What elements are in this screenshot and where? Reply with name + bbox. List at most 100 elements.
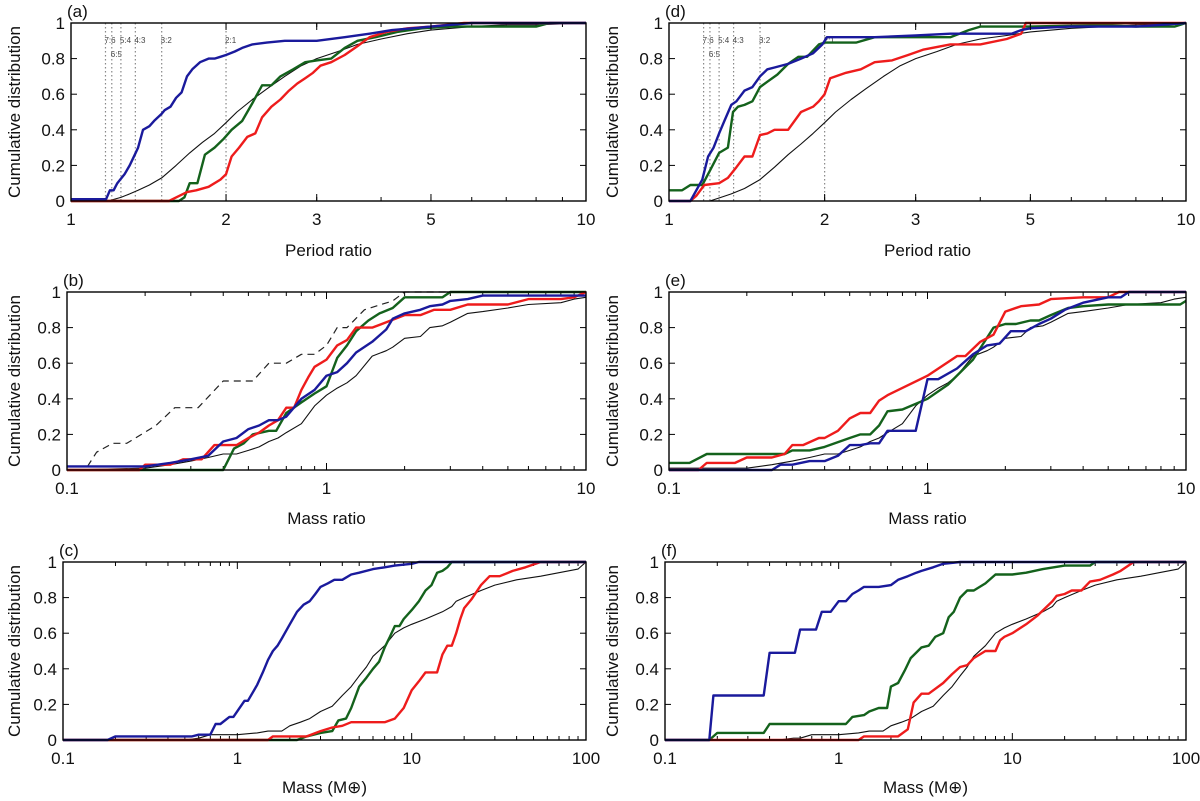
y-tick-label: 1 <box>650 553 659 572</box>
series-line-blue <box>71 21 586 201</box>
y-tick-label: 0 <box>654 461 663 480</box>
x-tick-label: 1 <box>66 210 75 229</box>
x-axis-title: Mass ratio <box>888 509 966 528</box>
series-group <box>669 290 1186 472</box>
x-tick-label: 1 <box>923 479 932 498</box>
series-line-dashed <box>86 291 586 467</box>
panel-e-mass-ratio: 0 0.2 0.4 0.6 0.8 1 0.1 1 10 Mass ratio Cumulative… <box>603 271 1195 528</box>
minor-ticks <box>746 292 1175 470</box>
series-line-green <box>71 21 586 203</box>
y-tick-label: 0.2 <box>33 695 57 714</box>
x-tick-label: 5 <box>1026 210 1035 229</box>
y-tick-label: 0.4 <box>635 660 659 679</box>
minor-ticks <box>824 23 1163 201</box>
x-tick-label: 10 <box>577 479 596 498</box>
minor-ticks <box>144 292 575 470</box>
y-tick-label: 0.2 <box>635 695 659 714</box>
resonance-label: 3:2 <box>759 36 771 45</box>
x-tick-label: 1 <box>664 210 673 229</box>
resonance-label: 6:5 <box>111 50 123 59</box>
x-tick-label: 10 <box>577 210 596 229</box>
resonance-label: 6:5 <box>709 50 721 59</box>
x-tick-label: 0.1 <box>657 479 681 498</box>
y-tick-label: 0 <box>52 461 61 480</box>
panel-label: (f) <box>661 541 677 560</box>
plot-frame <box>70 22 587 202</box>
resonance-label: 7:6 <box>104 36 116 45</box>
y-tick-label: 0.2 <box>639 425 663 444</box>
x-axis-title: Mass ratio <box>287 509 365 528</box>
resonance-label: 3:2 <box>161 36 173 45</box>
panel-label: (b) <box>63 271 84 290</box>
y-tick-label: 0.8 <box>41 50 65 69</box>
resonance-label: 2:1 <box>225 36 237 45</box>
series-line-red <box>665 560 1186 742</box>
x-axis: 0.1 1 10 <box>657 292 1195 498</box>
panel-label: (e) <box>665 271 686 290</box>
y-tick-label: 0.4 <box>639 121 663 140</box>
x-tick-label: 10 <box>1003 749 1022 768</box>
resonance-label: 7:6 <box>703 36 715 45</box>
y-tick-label: 1 <box>52 283 61 302</box>
y-tick-label: 0 <box>48 731 57 750</box>
x-axis-title: Period ratio <box>285 241 372 260</box>
minor-ticks <box>716 562 1179 740</box>
x-tick-label: 100 <box>572 749 600 768</box>
x-tick-label: 5 <box>426 210 435 229</box>
y-axis-title: Cumulative distribution <box>603 295 622 467</box>
y-tick-label: 0.6 <box>635 624 659 643</box>
series-line-green <box>67 290 586 472</box>
y-tick-label: 0.8 <box>639 50 663 69</box>
series-line-black <box>71 22 586 202</box>
y-axis-title: Cumulative distribution <box>5 26 24 198</box>
y-tick-label: 0.4 <box>37 390 61 409</box>
x-axis-title: Mass (M⊕) <box>282 778 367 797</box>
series-group <box>669 21 1186 203</box>
x-tick-label: 100 <box>1172 749 1200 768</box>
y-tick-label: 0.6 <box>639 85 663 104</box>
y-tick-label: 0.6 <box>41 85 65 104</box>
y-tick-label: 0.6 <box>33 624 57 643</box>
x-tick-label: 10 <box>1177 479 1196 498</box>
plot-frame <box>664 561 1187 741</box>
panel-label: (d) <box>665 2 686 21</box>
y-axis-title: Cumulative distribution <box>5 565 24 737</box>
y-tick-label: 1 <box>654 283 663 302</box>
minor-ticks <box>114 562 579 740</box>
series-group <box>67 290 586 472</box>
series-line-black <box>63 561 586 741</box>
series-line-black <box>669 22 1186 202</box>
panel-b-mass-ratio: 0 0.2 0.4 0.6 0.8 1 0.1 1 10 Mass ratio Cumulative… <box>5 271 595 528</box>
resonance-label: 5:4 <box>120 36 132 45</box>
x-tick-label: 2 <box>820 210 829 229</box>
plot-frame <box>62 561 587 741</box>
x-tick-label: 1 <box>834 749 843 768</box>
plot-frame <box>668 22 1187 202</box>
resonance-label: 4:3 <box>134 36 146 45</box>
x-tick-label: 1 <box>233 749 242 768</box>
x-axis: 0.1 1 10 100 <box>653 562 1200 768</box>
series-line-blue <box>67 294 586 468</box>
x-tick-label: 0.1 <box>653 749 677 768</box>
y-tick-label: 0.6 <box>639 354 663 373</box>
series-line-blue <box>665 560 1186 742</box>
y-tick-label: 0.8 <box>635 589 659 608</box>
series-line-green <box>669 21 1186 192</box>
x-tick-label: 2 <box>221 210 230 229</box>
x-tick-label: 10 <box>1177 210 1196 229</box>
panel-d-period-ratio: 7:6 6:5 5:4 4:3 3:2 2:1 0 0.2 0.4 0.6 0.8 1 1 2 3 5 10 Pe… <box>603 2 1195 260</box>
y-tick-label: 0.2 <box>41 156 65 175</box>
x-axis: 0.1 1 10 <box>55 292 595 498</box>
y-tick-label: 0.6 <box>37 354 61 373</box>
series-line-black <box>665 561 1186 741</box>
x-axis: 1 2 3 5 10 <box>66 23 595 229</box>
y-tick-label: 0.4 <box>41 121 65 140</box>
y-tick-label: 0.8 <box>639 319 663 338</box>
plot-frame <box>66 291 587 471</box>
series-line-blue <box>669 290 1186 472</box>
y-tick-label: 0.2 <box>37 425 61 444</box>
x-axis-title: Period ratio <box>884 241 971 260</box>
series-group <box>665 560 1186 742</box>
resonance-label: 4:3 <box>733 36 745 45</box>
